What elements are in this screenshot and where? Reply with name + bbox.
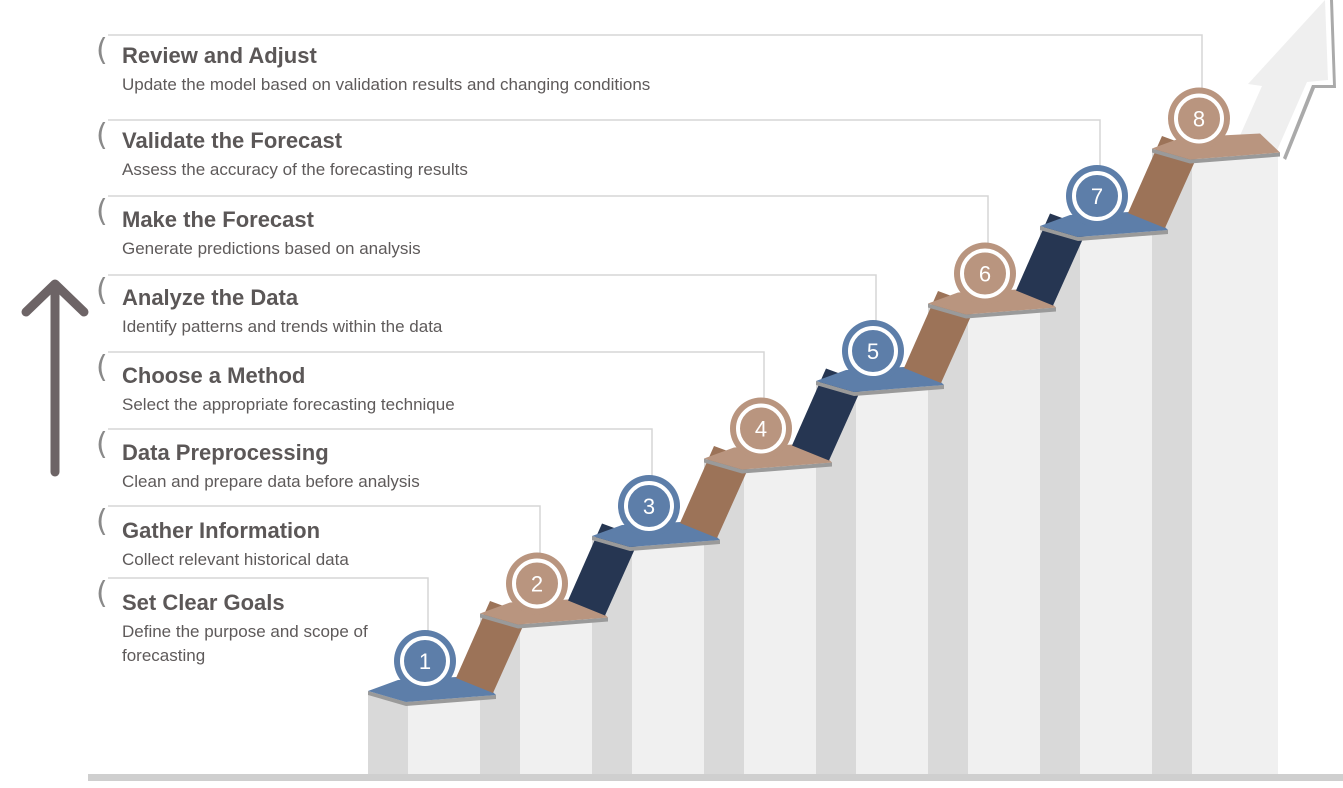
baseline (88, 774, 1343, 781)
step-number: 4 (755, 417, 767, 442)
pillar-front (632, 542, 718, 776)
step-description: Collect relevant historical data (122, 550, 349, 569)
step-label-5: Analyze the Data Identify patterns and tr… (122, 285, 822, 339)
pillar-front (744, 464, 830, 776)
bracket-decoration: ( (96, 194, 108, 229)
step-title: Data Preprocessing (122, 440, 329, 465)
tread-edge (1152, 148, 1280, 164)
pillar-front (856, 387, 942, 776)
step-badge-7: 7 (1066, 165, 1128, 227)
step-number: 6 (979, 262, 991, 287)
connector-line (108, 195, 989, 244)
bracket-decoration: ( (96, 576, 108, 611)
step-number: 2 (531, 572, 543, 597)
step-number: 8 (1193, 107, 1205, 132)
tread-edge (928, 303, 1056, 319)
bracket-decoration: ( (96, 504, 108, 539)
connector-line (108, 274, 877, 321)
step-label-7: Validate the Forecast Assess the accuracy… (122, 128, 822, 182)
step-description: Define the purpose and scope of forecast… (122, 622, 368, 665)
connector-line (108, 505, 541, 554)
step-description: Assess the accuracy of the forecasting r… (122, 160, 468, 179)
step-title: Analyze the Data (122, 285, 299, 310)
tread-edge (592, 536, 720, 551)
step-title: Gather Information (122, 518, 321, 543)
step-title: Set Clear Goals (122, 590, 285, 615)
step-description: Clean and prepare data before analysis (122, 472, 420, 491)
pillar-front (1080, 232, 1166, 776)
tread-edge (1040, 226, 1168, 241)
connector-lines (108, 34, 1203, 631)
bracket-decoration: ( (96, 427, 108, 462)
step-description: Select the appropriate forecasting techn… (122, 395, 455, 414)
step-badge-3: 3 (618, 475, 680, 537)
step-badge-8: 8 (1168, 87, 1230, 150)
bracket-decoration: ( (96, 350, 108, 385)
step-title: Choose a Method (122, 363, 306, 388)
step-badge-4: 4 (730, 397, 792, 460)
step-number: 7 (1091, 184, 1103, 209)
connector-line (108, 577, 429, 631)
connector-line (108, 351, 765, 399)
pillar-front (968, 309, 1054, 776)
pillar-side (1040, 228, 1080, 776)
pillar-front (520, 619, 606, 776)
pillar-front (1192, 154, 1278, 776)
connector-line (108, 119, 1101, 166)
growth-arrow-shadow (1283, 0, 1336, 160)
pillar-side (1152, 150, 1192, 776)
step-description: Generate predictions based on analysis (122, 239, 421, 258)
tread-edge (368, 691, 496, 706)
bracket-decoration: ( (96, 33, 108, 68)
step-badge-6: 6 (954, 242, 1016, 305)
step-number: 1 (419, 649, 431, 674)
bracket-decoration: ( (96, 118, 108, 153)
step-label-1: Set Clear Goals Define the purpose and sc… (122, 590, 422, 668)
bracket-decoration: ( (96, 273, 108, 308)
step-title: Make the Forecast (122, 207, 314, 232)
tread-edge (816, 381, 944, 396)
pillar-side (368, 693, 408, 776)
step-title: Validate the Forecast (122, 128, 343, 153)
step-number: 3 (643, 494, 655, 519)
tread-edge (480, 613, 608, 629)
step-label-4: Choose a Method Select the appropriate fo… (122, 363, 822, 417)
step-badge-2: 2 (506, 552, 568, 615)
step-number: 5 (867, 339, 879, 364)
pillar-front (408, 697, 494, 776)
connector-line (108, 428, 653, 476)
step-description: Update the model based on validation res… (122, 75, 651, 94)
connector-line (108, 34, 1203, 89)
up-arrow-icon (21, 279, 89, 477)
step-badge-1: 1 (394, 630, 456, 692)
tread-edge (704, 458, 832, 474)
step-label-3: Data Preprocessing Clean and prepare data… (122, 440, 822, 494)
step-badge-5: 5 (842, 320, 904, 382)
growth-arrow-icon (1238, 0, 1328, 155)
step-title: Review and Adjust (122, 43, 317, 68)
step-label-8: Review and Adjust Update the model based … (122, 43, 822, 97)
step-description: Identify patterns and trends within the … (122, 317, 443, 336)
step-label-2: Gather Information Collect relevant histo… (122, 518, 822, 572)
step-label-6: Make the Forecast Generate predictions ba… (122, 207, 822, 261)
